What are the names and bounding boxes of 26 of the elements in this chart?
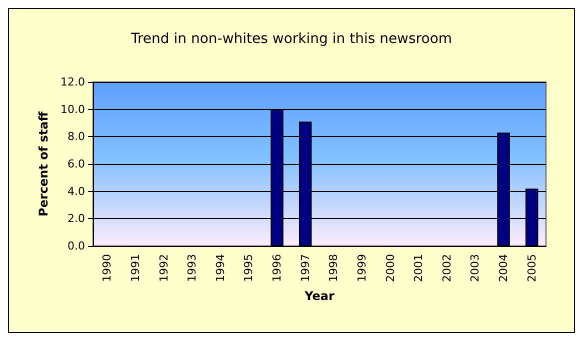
x-tick-label: 1990 — [100, 254, 114, 282]
x-tick-label: 1994 — [214, 254, 227, 282]
x-tick-label: 2000 — [384, 254, 397, 282]
x-tick-label: 1998 — [327, 254, 340, 282]
x-tick-label: 2003 — [468, 254, 482, 282]
chart-title: Trend in non-whites working in this newsroom — [130, 31, 452, 47]
x-tick-label: 1999 — [355, 254, 368, 282]
x-tick-label: 2005 — [525, 254, 538, 282]
x-tick-label: 2001 — [412, 254, 426, 282]
x-axis-title: Year — [304, 288, 334, 303]
x-tick-label: 2002 — [440, 254, 454, 282]
y-tick-label: 4.0 — [68, 184, 85, 198]
x-tick-label: 1995 — [242, 254, 256, 282]
x-tick-label: 1997 — [298, 254, 312, 282]
x-tick-label: 1993 — [186, 254, 199, 282]
y-axis-title: Percent of staff — [36, 111, 51, 216]
y-tick-label: 6.0 — [68, 158, 85, 170]
y-tick-label: 0.0 — [68, 240, 85, 252]
x-tick-label: 1991 — [128, 254, 142, 282]
x-tick-label: 1992 — [157, 254, 170, 282]
y-tick-label: 12.0 — [60, 76, 85, 88]
y-tick-label: 8.0 — [68, 130, 85, 144]
x-tick-label: 1996 — [270, 254, 284, 282]
y-tick-label: 10.0 — [60, 102, 85, 116]
x-tick-label: 2004 — [497, 254, 510, 282]
y-tick-label: 2.0 — [68, 212, 85, 226]
